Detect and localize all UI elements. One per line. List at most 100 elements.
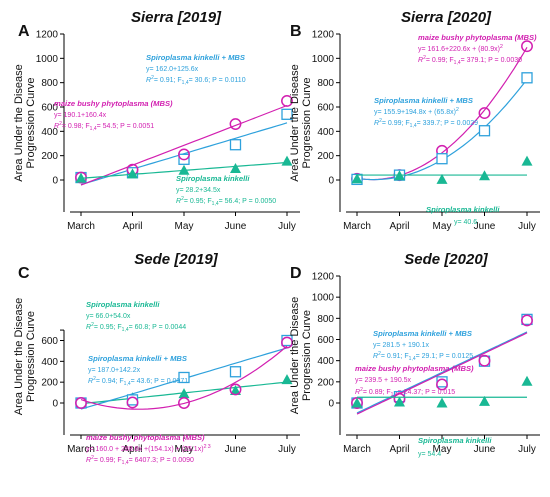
fit-statistics: R2= 0.99; F1,4= 6407.3; P = 0.0090 xyxy=(86,455,194,466)
fit-statistics: R2= 0.99; F1,4= 379.1; P = 0.0030 xyxy=(418,55,522,66)
fit-statistics-part: = 0.95; F xyxy=(184,198,212,205)
fit-line xyxy=(80,345,288,410)
series-mbs: maize bushy phytoplasma (MBS) y= 160.0 + … xyxy=(75,336,293,466)
y-axis-title: Area Under the Disease Progression Curve xyxy=(289,297,313,414)
y-axis-title-line2: Progression Curve xyxy=(301,77,313,168)
fit-statistics-part: 1,4 xyxy=(409,356,416,362)
y-tick-label: 600 xyxy=(317,335,334,346)
fit-statistics-part: = 43.6; P = 0.0071 xyxy=(131,378,189,385)
series-name: Spiroplasma kinkelli + MBS xyxy=(374,96,473,105)
data-point-circle xyxy=(75,397,87,409)
x-tick-label: April xyxy=(389,221,409,232)
fit-statistics-part: 2 xyxy=(91,322,94,328)
fit-equation-text: y= 28.2+34.5x xyxy=(176,187,221,194)
fit-statistics: R2= 0.98; F1,4= 54.5; P = 0.0051 xyxy=(54,121,154,132)
y-axis-title: Area Under the Disease Progression Curve xyxy=(289,64,313,181)
y-tick-label: 400 xyxy=(317,356,334,367)
data-point-triangle xyxy=(436,173,448,184)
fit-statistics-part: 1,4 xyxy=(90,126,97,132)
x-tick-label: March xyxy=(67,221,95,232)
data-point-triangle xyxy=(436,397,448,408)
data-point-circle xyxy=(281,94,293,107)
fit-equation-text: y= 54.4 xyxy=(418,451,441,458)
fit-equation: y= 28.2+34.5x xyxy=(176,187,221,194)
fit-statistics-part: 2 xyxy=(59,121,62,127)
fit-statistics-part: R xyxy=(176,198,181,205)
fit-statistics-part: R xyxy=(373,353,378,360)
fit-statistics-part: = 379.1; P = 0.0030 xyxy=(461,57,522,64)
fit-statistics-part: = 0.99; F xyxy=(426,57,454,64)
y-axis-title-line2: Progression Curve xyxy=(301,310,313,401)
y-tick-label: 0 xyxy=(52,176,58,187)
fit-statistics-part: = 0.99; F xyxy=(94,457,122,464)
data-point-circle xyxy=(126,396,139,409)
x-tick-label: May xyxy=(175,444,194,455)
fit-statistics: R2= 0.99; F1,4= 339.7; P = 0.0029 xyxy=(374,118,478,129)
data-point-triangle xyxy=(394,170,405,181)
fit-equation: y= 187.0+142.2x xyxy=(88,367,141,374)
y-tick-label: 1200 xyxy=(312,30,335,41)
fit-statistics-part: 2 xyxy=(151,75,154,81)
y-tick-label: 400 xyxy=(41,127,58,138)
fit-statistics-part: = 339.7; P = 0.0029 xyxy=(417,120,478,127)
series-sk: Spiroplasma kinkelli y= 40.6 xyxy=(351,155,533,226)
fit-statistics-part: R xyxy=(86,457,91,464)
x-tick-label: March xyxy=(343,221,371,232)
fit-equation-exponent: 2 xyxy=(500,44,503,50)
y-axis-title-line1: Area Under the Disease xyxy=(13,64,25,181)
x-tick-label: July xyxy=(278,444,296,455)
fit-equation-text: y= 281.5 + 190.1x xyxy=(373,342,430,349)
fit-equation-text: y= 239.5 + 190.5x xyxy=(355,377,412,384)
data-point-triangle xyxy=(521,375,533,386)
series-name: Spiroplasma kinkelli xyxy=(426,205,500,214)
fit-statistics-part: 2 xyxy=(360,387,363,393)
fit-statistics-part: = 0.91; F xyxy=(381,353,409,360)
fit-line xyxy=(356,78,528,181)
series-name: Spiroplasma kinkelli xyxy=(418,436,492,445)
data-point-circle xyxy=(521,314,533,327)
series-sk-mbs: Spiroplasma kinkelli + MBS y= 155.9+194.8… xyxy=(351,72,533,186)
y-tick-label: 0 xyxy=(328,399,334,410)
fit-statistics-part: = 54.5; P = 0.0051 xyxy=(97,123,155,130)
y-axis-title-line2: Progression Curve xyxy=(25,77,37,168)
fit-statistics: R2= 0.94; F1,4= 43.6; P = 0.0071 xyxy=(88,376,188,387)
x-tick-label: April xyxy=(389,444,409,455)
fit-statistics-part: R xyxy=(88,378,93,385)
fit-statistics-part: 2 xyxy=(93,376,96,382)
y-tick-label: 1000 xyxy=(312,54,335,65)
fit-statistics-part: 2 xyxy=(91,455,94,461)
fit-statistics-part: 2 xyxy=(379,118,382,124)
fit-equation-text: y= 66.0+54.0x xyxy=(86,313,131,320)
fit-statistics-part: 1,4 xyxy=(410,123,417,129)
data-point-square xyxy=(229,366,242,378)
y-tick-label: 600 xyxy=(41,336,58,347)
data-point-triangle xyxy=(479,170,490,181)
series-name: maize bushy phytoplasma (MBS) xyxy=(54,99,173,108)
y-tick-label: 200 xyxy=(41,151,58,162)
fit-equation-text: y= 161.6+220.6x + (80.9x) xyxy=(418,46,500,53)
fit-equation-text: y= 155.9+194.8x + (65.8x) xyxy=(374,109,456,116)
fit-equation: y= 54.4 xyxy=(418,451,441,458)
x-tick-label: June xyxy=(225,444,247,455)
y-axis-title: Area Under the Disease Progression Curve xyxy=(13,64,37,181)
fit-equation-text: y= 40.6 xyxy=(454,219,477,226)
data-point-square xyxy=(281,108,293,120)
y-tick-label: 0 xyxy=(52,399,58,410)
fit-statistics-part: 1,4 xyxy=(454,60,461,66)
y-tick-label: 1200 xyxy=(36,30,59,41)
fit-equation: y= 155.9+194.8x + (65.8x)2 xyxy=(374,107,459,116)
fit-statistics-part: 1,4 xyxy=(182,80,189,86)
x-tick-label: March xyxy=(67,444,95,455)
y-tick-label: 800 xyxy=(317,314,334,325)
fit-line xyxy=(356,331,528,414)
fit-statistics-part: 1,4 xyxy=(122,460,129,466)
x-tick-label: May xyxy=(433,221,452,232)
data-point-circle xyxy=(478,107,491,120)
y-tick-label: 200 xyxy=(317,377,334,388)
fit-equation-exponent: 3 xyxy=(208,444,211,450)
y-axis-title-line1: Area Under the Disease xyxy=(289,64,301,181)
data-point-triangle xyxy=(75,172,87,183)
data-point-triangle xyxy=(479,395,490,406)
fit-statistics-part: = 0.99; F xyxy=(382,120,410,127)
